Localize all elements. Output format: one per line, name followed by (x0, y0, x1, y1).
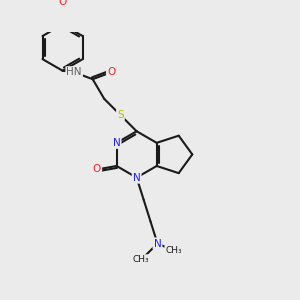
Text: O: O (107, 67, 115, 77)
Text: CH₃: CH₃ (133, 255, 150, 264)
Text: N: N (113, 138, 121, 148)
Text: N: N (154, 238, 161, 248)
Text: S: S (117, 110, 124, 120)
Text: O: O (58, 0, 67, 8)
Text: O: O (93, 164, 101, 175)
Text: CH₃: CH₃ (165, 246, 182, 255)
Text: N: N (133, 172, 140, 183)
Text: HN: HN (66, 67, 82, 77)
